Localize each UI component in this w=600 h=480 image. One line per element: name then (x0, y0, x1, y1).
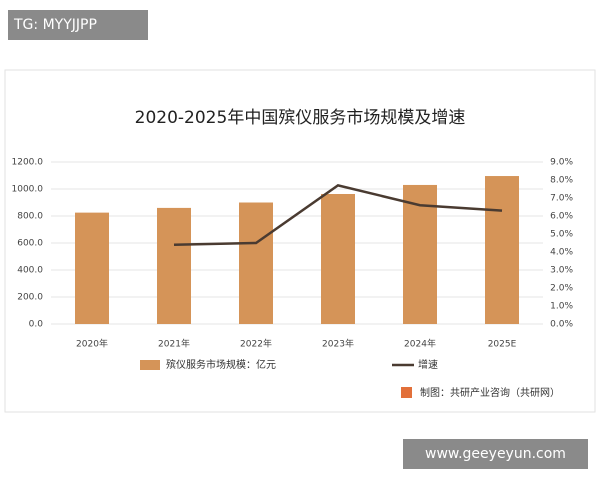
y-tick-label: 800.0 (17, 212, 43, 222)
y2-tick-label: 9.0% (550, 158, 573, 168)
legend-swatch (140, 360, 160, 370)
y-tick-label: 1200.0 (12, 158, 44, 168)
y-tick-label: 600.0 (17, 239, 43, 249)
x-tick-label: 2025E (488, 340, 517, 350)
y2-tick-label: 2.0% (550, 284, 573, 294)
bar (239, 202, 273, 324)
y-tick-label: 200.0 (17, 293, 43, 303)
y-tick-label: 0.0 (29, 320, 44, 330)
y2-tick-label: 7.0% (550, 194, 573, 204)
bar (321, 193, 355, 324)
y2-tick-label: 5.0% (550, 230, 573, 240)
y-tick-label: 400.0 (17, 266, 43, 276)
x-tick-label: 2022年 (240, 338, 272, 350)
x-tick-label: 2024年 (404, 338, 436, 350)
chart-title: 2020-2025年中国殡仪服务市场规模及增速 (135, 108, 466, 128)
x-tick-label: 2020年 (76, 338, 108, 350)
source: 制图：共研产业咨询（共研网） (420, 386, 560, 399)
y2-tick-label: 4.0% (550, 248, 573, 258)
x-tick-label: 2023年 (322, 338, 354, 350)
y-tick-label: 1000.0 (12, 185, 44, 195)
line (173, 184, 503, 247)
legend-label: 增速 (418, 358, 438, 371)
y2-tick-label: 0.0% (550, 320, 573, 330)
header-tag: TG: MYYJJPP (8, 10, 148, 40)
bar (157, 207, 191, 324)
bar (485, 176, 519, 324)
footer-url: www.geeyeyun.com (403, 439, 588, 469)
y2-tick-label: 6.0% (550, 212, 573, 222)
y2-tick-label: 1.0% (550, 302, 573, 312)
y2-tick-label: 8.0% (550, 176, 573, 186)
legend-label: 殡仪服务市场规模：亿元 (166, 358, 276, 371)
source-icon (401, 387, 412, 398)
y2-tick-label: 3.0% (550, 266, 573, 276)
bar (75, 212, 109, 324)
bar (403, 184, 437, 324)
x-tick-label: 2021年 (158, 338, 190, 350)
